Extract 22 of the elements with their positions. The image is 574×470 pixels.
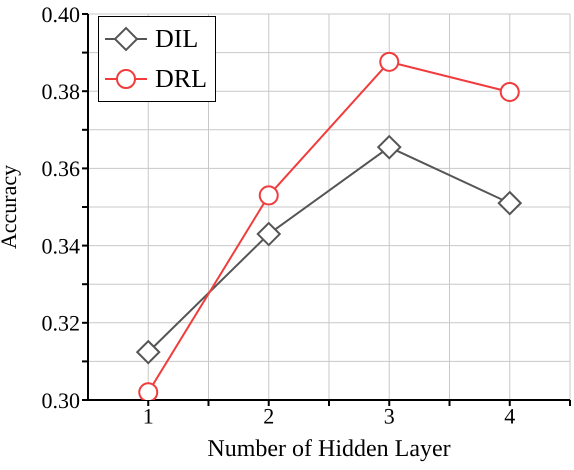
legend-label: DRL (155, 63, 207, 95)
point (379, 52, 400, 72)
y-axis-title: Accuracy (0, 164, 21, 250)
y-tick-label: 0.36 (42, 156, 80, 182)
legend-label: DIL (155, 23, 198, 55)
y-tick-label: 0.38 (42, 79, 80, 104)
y-tick-label: 0.34 (42, 233, 80, 258)
point (136, 340, 160, 364)
x-tick-label: 3 (384, 404, 395, 429)
y-tick-label: 0.30 (42, 388, 80, 413)
point (256, 222, 281, 246)
y-tick-label: 0.40 (42, 2, 80, 27)
point (138, 382, 158, 400)
x-axis-title: Number of Hidden Layer (207, 436, 451, 462)
point (498, 191, 522, 216)
y-tick-label: 0.32 (42, 310, 80, 336)
x-tick-label: 1 (142, 404, 154, 429)
point (377, 135, 402, 160)
point (500, 82, 520, 102)
x-tick-label: 2 (263, 404, 274, 429)
point (258, 185, 279, 206)
x-tick-label: 4 (504, 404, 516, 429)
